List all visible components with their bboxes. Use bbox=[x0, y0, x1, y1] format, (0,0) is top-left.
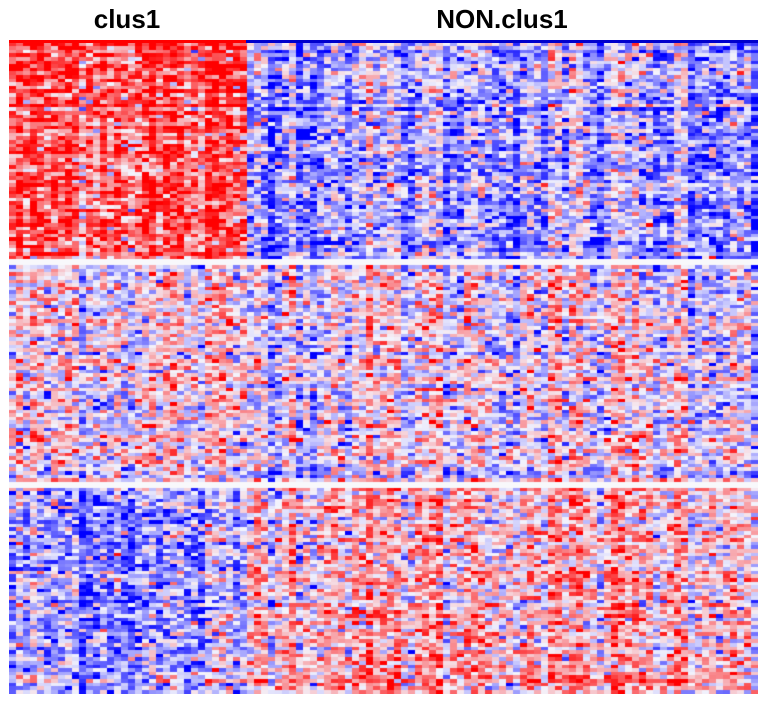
heatmap-cells bbox=[9, 43, 758, 694]
column-group-title-non-clus1: NON.clus1 bbox=[436, 4, 568, 34]
column-group-title-clus1: clus1 bbox=[93, 4, 161, 34]
heatmap-grid bbox=[9, 43, 758, 694]
column-group-bar-clus1 bbox=[9, 40, 246, 43]
column-group-bar-non-clus1 bbox=[246, 40, 758, 43]
